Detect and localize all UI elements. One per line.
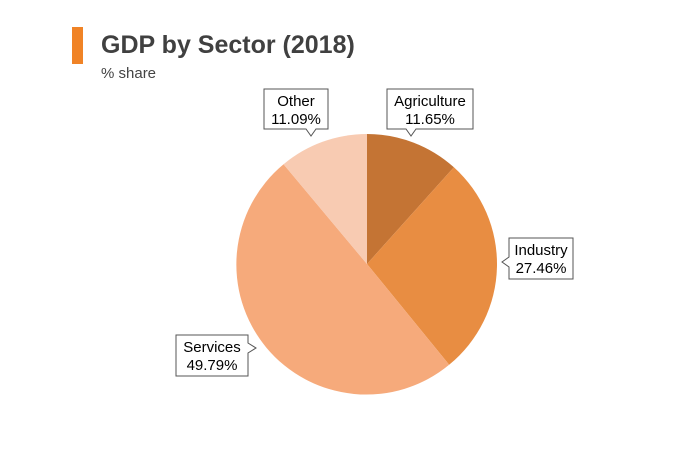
pie-slices xyxy=(236,134,497,395)
callout-box-industry xyxy=(501,237,574,280)
pie-slice-services xyxy=(236,164,450,395)
chart-title: GDP by Sector (2018) xyxy=(101,31,355,59)
pie-slice-industry xyxy=(367,167,497,365)
slice-value-services: 49.79% xyxy=(187,357,238,374)
slice-value-agriculture: 11.65% xyxy=(405,111,455,128)
slice-value-other: 11.09% xyxy=(271,111,321,128)
chart-subtitle: % share xyxy=(101,65,157,82)
slice-label-other: Other xyxy=(277,93,315,110)
callout-box-other xyxy=(263,88,329,137)
title-accent-bar xyxy=(72,27,83,64)
slice-label-industry: Industry xyxy=(514,242,568,259)
pie-slice-agriculture xyxy=(367,134,454,264)
callout-box-services xyxy=(175,334,257,377)
slice-label-services: Services xyxy=(183,339,241,356)
slice-value-industry: 27.46% xyxy=(516,260,567,277)
callout-box-agriculture xyxy=(386,88,474,137)
pie-slice-other xyxy=(283,134,367,264)
slice-label-agriculture: Agriculture xyxy=(394,93,466,110)
